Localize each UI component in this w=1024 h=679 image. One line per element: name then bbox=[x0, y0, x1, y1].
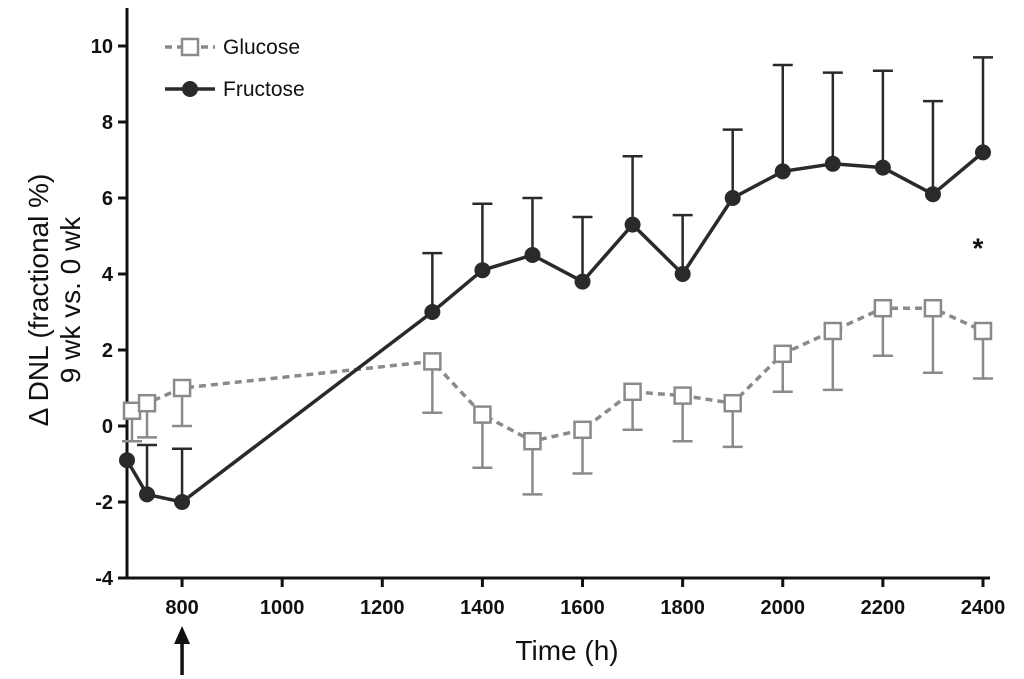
x-tick-label: 1200 bbox=[360, 597, 405, 619]
fructose-point bbox=[139, 486, 156, 503]
legend-label-fructose: Fructose bbox=[223, 78, 305, 101]
fructose-point bbox=[724, 190, 741, 206]
legend: Glucose Fructose bbox=[165, 36, 305, 101]
x-tick-label: 1000 bbox=[260, 597, 305, 619]
fructose-point bbox=[924, 186, 941, 203]
glucose-point bbox=[573, 420, 592, 440]
y-axis-title: Δ DNL (fractional %) 9 wk vs. 0 wk bbox=[23, 174, 86, 427]
series-fructose bbox=[119, 56, 993, 510]
arrow-up-icon bbox=[174, 626, 191, 675]
fructose-point bbox=[119, 452, 135, 469]
y-ticks: -4 -2 0 2 4 6 8 10 bbox=[91, 36, 127, 590]
glucose-point bbox=[973, 321, 993, 341]
arrow-head bbox=[174, 626, 191, 644]
glucose-point bbox=[122, 401, 142, 421]
y-tick-label: 0 bbox=[102, 416, 113, 438]
y-tick-label: 10 bbox=[91, 36, 113, 58]
x-tick-label: 2400 bbox=[961, 597, 1006, 619]
fructose-point bbox=[974, 144, 991, 161]
y-tick-label: 6 bbox=[102, 188, 113, 210]
glucose-point bbox=[473, 405, 492, 424]
series-glucose bbox=[122, 298, 993, 496]
y-tick-label: -4 bbox=[95, 568, 114, 590]
fructose-point bbox=[574, 273, 591, 290]
fructose-point bbox=[174, 494, 191, 510]
fructose-point bbox=[474, 262, 491, 279]
x-ticks: 800 1000 1200 1400 1600 1800 2000 2200 2400 bbox=[165, 578, 1005, 619]
fructose-point bbox=[874, 159, 891, 176]
x-tick-label: 2000 bbox=[761, 597, 806, 619]
fructose-point bbox=[774, 163, 791, 180]
fructose-line bbox=[125, 151, 985, 504]
glucose-point bbox=[172, 378, 192, 398]
y-tick-label: 8 bbox=[102, 112, 113, 134]
y-tick-label: -2 bbox=[95, 492, 113, 514]
glucose-point bbox=[723, 393, 742, 413]
glucose-point bbox=[623, 382, 642, 402]
x-tick-label: 1400 bbox=[460, 597, 505, 619]
y-axis-title-line1: Δ DNL (fractional %) bbox=[23, 174, 54, 427]
glucose-line bbox=[131, 306, 984, 443]
y-axis-title-line2: 9 wk vs. 0 wk bbox=[55, 216, 86, 383]
axes: 800 1000 1200 1400 1600 1800 2000 2200 2400 -4 -2… bbox=[91, 8, 1005, 619]
glucose-point bbox=[423, 352, 442, 371]
y-tick-label: 2 bbox=[102, 340, 113, 362]
glucose-point bbox=[773, 344, 793, 364]
fructose-point bbox=[524, 247, 541, 263]
glucose-point bbox=[673, 386, 692, 405]
x-tick-label: 1800 bbox=[660, 597, 705, 619]
fructose-point bbox=[424, 304, 441, 320]
glucose-point bbox=[873, 298, 893, 318]
x-tick-label: 1600 bbox=[560, 597, 605, 619]
legend-marker-fructose bbox=[182, 81, 198, 97]
legend-item-fructose: Fructose bbox=[165, 78, 305, 101]
fructose-point bbox=[674, 266, 691, 282]
significance-asterisk: * bbox=[973, 232, 984, 263]
glucose-point bbox=[823, 321, 843, 341]
x-tick-label: 800 bbox=[165, 597, 198, 619]
fructose-point bbox=[824, 155, 841, 172]
y-tick-label: 4 bbox=[102, 264, 114, 286]
x-axis-title: Time (h) bbox=[515, 635, 618, 666]
legend-marker-glucose bbox=[180, 37, 200, 57]
glucose-point bbox=[137, 393, 157, 413]
x-tick-label: 2200 bbox=[861, 597, 906, 619]
glucose-point bbox=[523, 431, 542, 451]
legend-item-glucose: Glucose bbox=[165, 36, 300, 59]
glucose-point bbox=[923, 298, 943, 318]
fructose-point bbox=[624, 216, 641, 233]
legend-label-glucose: Glucose bbox=[223, 36, 300, 59]
series-layer bbox=[119, 56, 993, 510]
